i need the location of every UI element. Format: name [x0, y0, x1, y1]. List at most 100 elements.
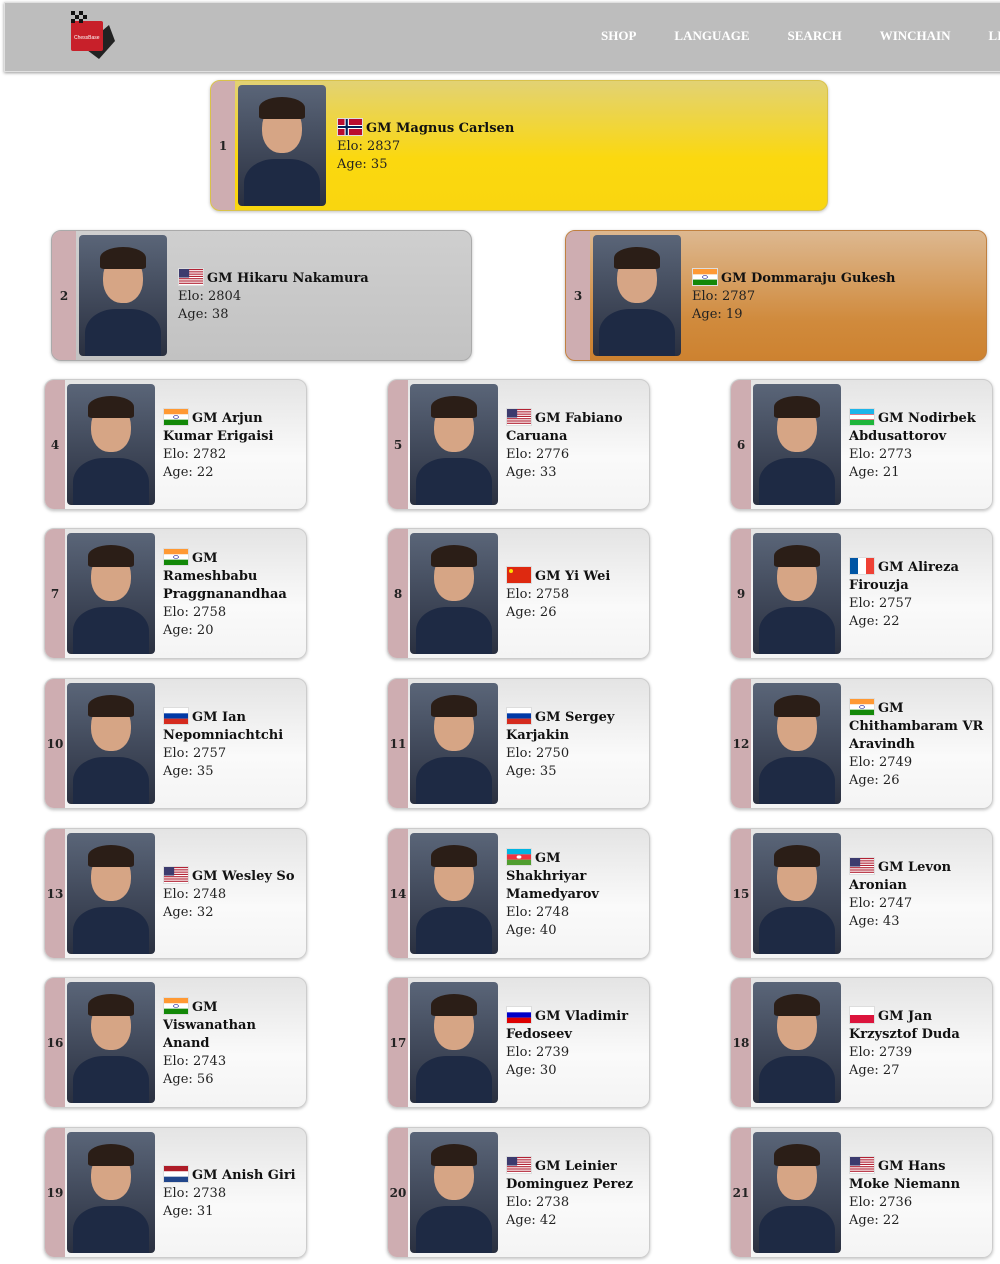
player-name[interactable]: GM Nodirbek Abdusattorov: [849, 410, 976, 444]
player-card[interactable]: 17 GM Vladimir Fedoseev Elo: 2739 Age: 3…: [387, 977, 650, 1108]
azerbaijan-flag: [506, 847, 532, 866]
age-label: Age:: [163, 622, 197, 638]
player-card[interactable]: 20 GM Leinier Dominguez Perez Elo: 2738 …: [387, 1127, 650, 1258]
age-value: 32: [196, 904, 214, 920]
age-label: Age:: [849, 613, 883, 629]
player-card[interactable]: 3 GM Dommaraju Gukesh Elo: 2787 Age: 19: [565, 230, 987, 361]
elo-value: 2748: [536, 904, 570, 920]
player-name[interactable]: GM Leinier Dominguez Perez: [506, 1158, 634, 1192]
player-photo[interactable]: [67, 833, 155, 954]
rank-number: 8: [388, 529, 408, 658]
rank-number: 7: [45, 529, 65, 658]
age-value: 27: [882, 1062, 900, 1078]
china-flag: [506, 565, 532, 584]
site-header: ChessBase SHOP LANGUAGE SEARCH WINCHAIN LIS: [4, 2, 1000, 72]
elo-label: Elo:: [163, 604, 193, 620]
player-name[interactable]: GM Hikaru Nakamura: [207, 270, 369, 286]
player-name[interactable]: GM Arjun Kumar Erigaisi: [163, 410, 274, 444]
player-name[interactable]: GM Magnus Carlsen: [366, 120, 515, 136]
player-name[interactable]: GM Ian Nepomniachtchi: [163, 709, 284, 743]
player-card[interactable]: 8 GM Yi Wei Elo: 2758 Age: 26: [387, 528, 650, 659]
elo-value: 2738: [536, 1194, 570, 1210]
player-photo[interactable]: [238, 85, 326, 206]
player-card[interactable]: 2 GM Hikaru Nakamura Elo: 2804 Age: 38: [51, 230, 472, 361]
player-name[interactable]: GM Rameshbabu Praggnanandhaa: [163, 550, 287, 602]
player-card[interactable]: 15 GM Levon Aronian Elo: 2747 Age: 43: [730, 828, 993, 959]
age-value: 40: [539, 922, 557, 938]
player-card[interactable]: 7 GM Rameshbabu Praggnanandhaa Elo: 2758…: [44, 528, 307, 659]
chessbase-logo[interactable]: ChessBase: [69, 11, 117, 59]
nav-winchain[interactable]: WINCHAIN: [879, 28, 951, 43]
rank-number: 12: [731, 679, 751, 808]
player-name[interactable]: GM Anish Giri: [192, 1167, 296, 1183]
player-name[interactable]: GM Viswanathan Anand: [163, 999, 256, 1051]
nav-language[interactable]: LANGUAGE: [674, 28, 750, 43]
player-photo[interactable]: [79, 235, 167, 356]
player-card[interactable]: 13 GM Wesley So Elo: 2748 Age: 32: [44, 828, 307, 959]
player-card[interactable]: 19 GM Anish Giri Elo: 2738 Age: 31: [44, 1127, 307, 1258]
elo-value: 2837: [367, 138, 401, 154]
nav-shop[interactable]: SHOP: [601, 28, 637, 43]
player-photo[interactable]: [753, 384, 841, 505]
age-label: Age:: [692, 306, 726, 322]
player-photo[interactable]: [410, 683, 498, 804]
player-photo[interactable]: [593, 235, 681, 356]
player-card[interactable]: 10 GM Ian Nepomniachtchi Elo: 2757 Age: …: [44, 678, 307, 809]
player-card[interactable]: 21 GM Hans Moke Niemann Elo: 2736 Age: 2…: [730, 1127, 993, 1258]
player-name[interactable]: GM Chithambaram VR Aravindh: [849, 700, 984, 752]
age-label: Age:: [849, 1212, 883, 1228]
player-card[interactable]: 6 GM Nodirbek Abdusattorov Elo: 2773 Age…: [730, 379, 993, 510]
player-photo[interactable]: [753, 683, 841, 804]
nav-search[interactable]: SEARCH: [787, 28, 842, 43]
rank-number: 13: [45, 829, 65, 958]
player-name[interactable]: GM Dommaraju Gukesh: [721, 270, 896, 286]
player-card[interactable]: 14 GM Shakhriyar Mamedyarov Elo: 2748 Ag…: [387, 828, 650, 959]
age-value: 35: [539, 763, 557, 779]
player-card[interactable]: 9 GM Alireza Firouzja Elo: 2757 Age: 22: [730, 528, 993, 659]
elo-label: Elo:: [692, 288, 722, 304]
player-name[interactable]: GM Fabiano Caruana: [506, 410, 623, 444]
player-card[interactable]: 16 GM Viswanathan Anand Elo: 2743 Age: 5…: [44, 977, 307, 1108]
rank-number: 19: [45, 1128, 65, 1257]
elo-value: 2748: [193, 886, 227, 902]
elo-value: 2782: [193, 446, 227, 462]
player-photo[interactable]: [753, 1132, 841, 1253]
player-photo[interactable]: [410, 533, 498, 654]
elo-value: 2736: [879, 1194, 913, 1210]
player-name[interactable]: GM Shakhriyar Mamedyarov: [506, 850, 599, 902]
player-card[interactable]: 4 GM Arjun Kumar Erigaisi Elo: 2782 Age:…: [44, 379, 307, 510]
norway-flag: [337, 117, 363, 136]
player-photo[interactable]: [67, 384, 155, 505]
player-name[interactable]: GM Levon Aronian: [849, 859, 952, 893]
india-flag: [163, 407, 189, 426]
player-photo[interactable]: [410, 833, 498, 954]
player-name[interactable]: GM Wesley So: [192, 868, 295, 884]
player-photo[interactable]: [67, 533, 155, 654]
player-name[interactable]: GM Hans Moke Niemann: [849, 1158, 961, 1192]
player-photo[interactable]: [410, 1132, 498, 1253]
player-photo[interactable]: [67, 1132, 155, 1253]
age-label: Age:: [506, 1212, 540, 1228]
nav-lis[interactable]: LIS: [988, 28, 1000, 43]
player-photo[interactable]: [753, 533, 841, 654]
player-photo[interactable]: [753, 982, 841, 1103]
elo-value: 2738: [193, 1185, 227, 1201]
player-name[interactable]: GM Jan Krzysztof Duda: [849, 1008, 960, 1042]
player-name[interactable]: GM Yi Wei: [535, 568, 611, 584]
age-value: 42: [539, 1212, 557, 1228]
player-photo[interactable]: [67, 683, 155, 804]
player-photo[interactable]: [410, 982, 498, 1103]
player-photo[interactable]: [410, 384, 498, 505]
age-label: Age:: [163, 904, 197, 920]
player-card[interactable]: 18 GM Jan Krzysztof Duda Elo: 2739 Age: …: [730, 977, 993, 1108]
player-photo[interactable]: [67, 982, 155, 1103]
player-card[interactable]: 1 GM Magnus Carlsen Elo: 2837 Age: 35: [210, 80, 828, 211]
player-name[interactable]: GM Sergey Karjakin: [506, 709, 615, 743]
player-card[interactable]: 12 GM Chithambaram VR Aravindh Elo: 2749…: [730, 678, 993, 809]
player-photo[interactable]: [753, 833, 841, 954]
elo-label: Elo:: [163, 1185, 193, 1201]
player-name[interactable]: GM Vladimir Fedoseev: [506, 1008, 629, 1042]
player-card[interactable]: 11 GM Sergey Karjakin Elo: 2750 Age: 35: [387, 678, 650, 809]
player-name[interactable]: GM Alireza Firouzja: [849, 559, 959, 593]
player-card[interactable]: 5 GM Fabiano Caruana Elo: 2776 Age: 33: [387, 379, 650, 510]
